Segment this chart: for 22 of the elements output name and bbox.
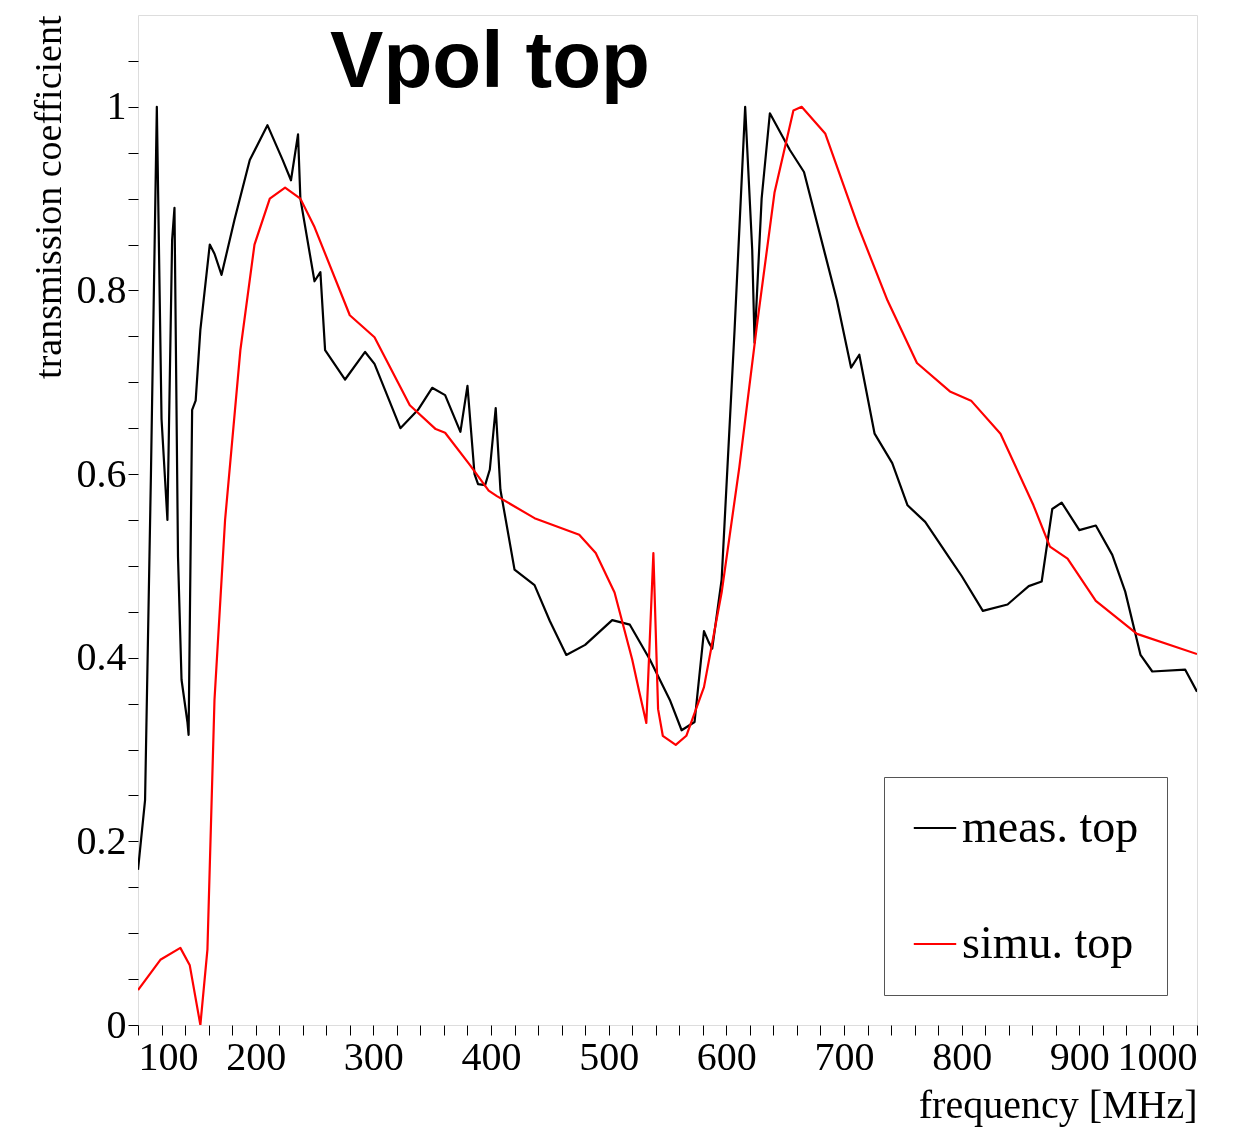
x-tick-label: 500 <box>579 1033 640 1079</box>
y-tick-label: 0.8 <box>76 266 127 312</box>
y-axis-title: transmission coefficient <box>26 15 69 379</box>
x-axis-title: frequency [MHz] <box>918 1081 1198 1127</box>
x-tick-label: 600 <box>696 1033 757 1079</box>
y-tick-label: 0.2 <box>76 817 127 863</box>
y-tick-label: 0.6 <box>76 450 127 496</box>
legend-label: meas. top <box>962 801 1139 852</box>
x-tick-label: 300 <box>343 1033 404 1079</box>
legend-label: simu. top <box>962 917 1134 968</box>
x-tick-label: 100 <box>138 1033 199 1079</box>
y-tick-label: 0.4 <box>76 634 127 680</box>
x-tick-label: 200 <box>226 1033 287 1079</box>
x-tick-label: 700 <box>814 1033 875 1079</box>
x-tick-label: 900 <box>1049 1033 1110 1079</box>
x-tick-label: 400 <box>461 1033 522 1079</box>
x-tick-label: 1000 <box>1117 1033 1198 1079</box>
line-series <box>138 105 1197 1025</box>
x-tick-label: 800 <box>932 1033 993 1079</box>
chart-title: Vpol top <box>330 15 650 104</box>
y-tick-label: 1 <box>106 83 127 129</box>
y-tick-label: 0 <box>106 1001 127 1047</box>
